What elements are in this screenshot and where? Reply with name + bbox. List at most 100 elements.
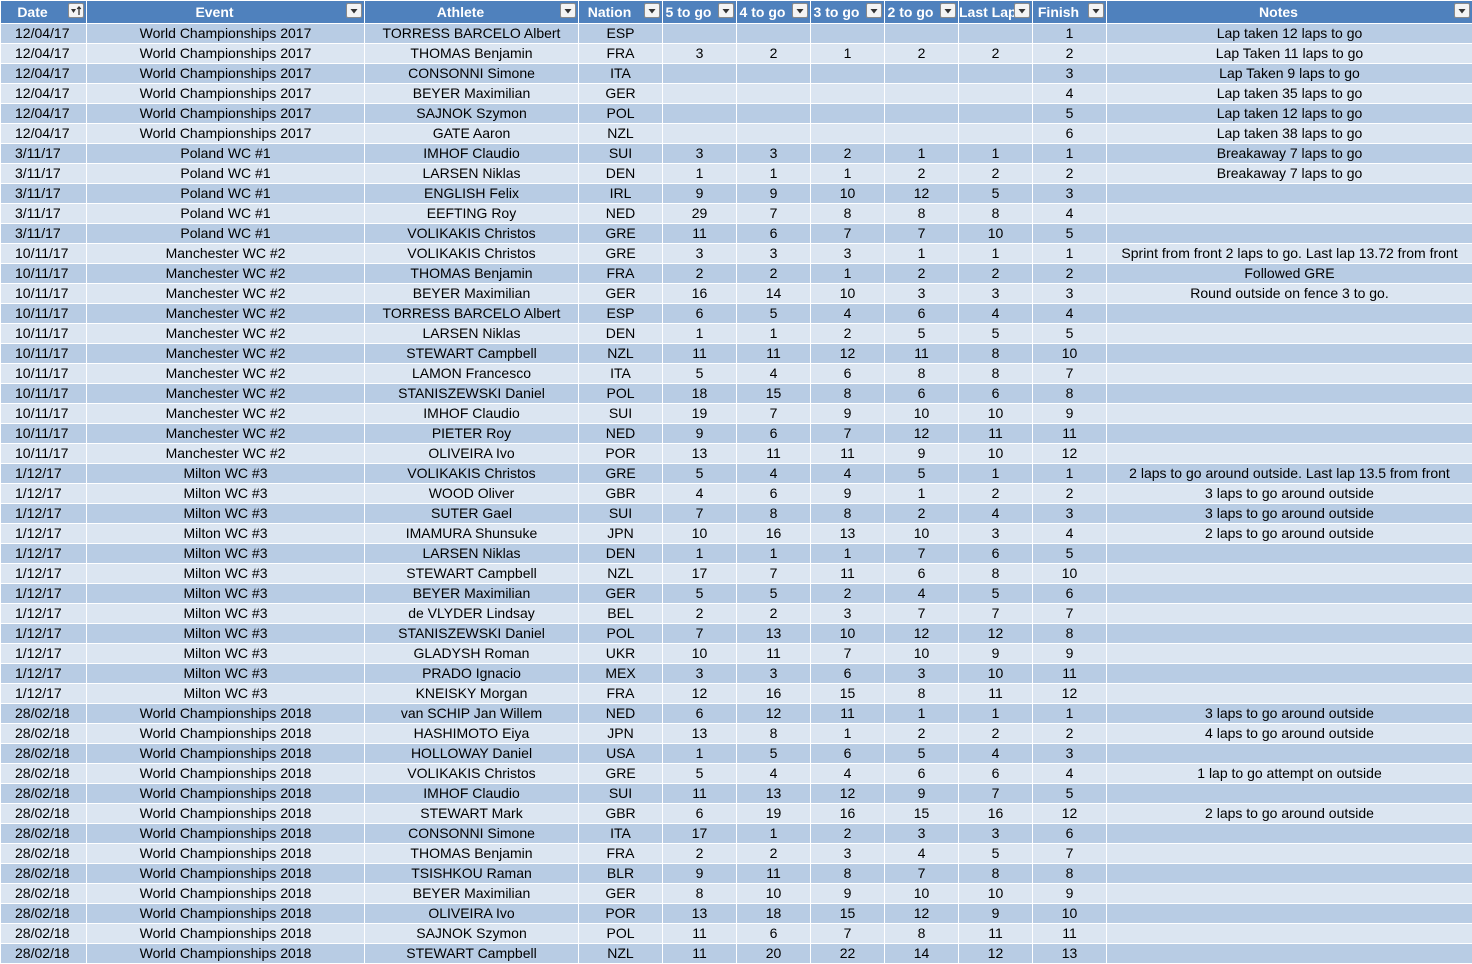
cell-nation[interactable]: GER (578, 883, 663, 904)
cell-finish[interactable]: 4 (1032, 83, 1107, 104)
cell-last-lap[interactable]: 10 (958, 663, 1033, 684)
cell-notes[interactable] (1106, 823, 1472, 844)
cell-athlete[interactable]: TORRESS BARCELO Albert (364, 23, 579, 44)
cell-2-to-go[interactable]: 15 (884, 803, 959, 824)
cell-2-to-go[interactable]: 11 (884, 343, 959, 364)
cell-date[interactable]: 1/12/17 (0, 523, 87, 544)
cell-5-to-go[interactable]: 1 (662, 743, 737, 764)
cell-4-to-go[interactable]: 4 (736, 463, 811, 484)
cell-finish[interactable]: 11 (1032, 923, 1107, 944)
cell-notes[interactable] (1106, 183, 1472, 204)
cell-athlete[interactable]: PIETER Roy (364, 423, 579, 444)
cell-5-to-go[interactable] (662, 23, 737, 44)
cell-finish[interactable]: 1 (1032, 23, 1107, 44)
cell-5-to-go[interactable]: 9 (662, 183, 737, 204)
cell-last-lap[interactable]: 5 (958, 583, 1033, 604)
cell-event[interactable]: World Championships 2018 (86, 783, 365, 804)
cell-notes[interactable] (1106, 903, 1472, 924)
cell-date[interactable]: 12/04/17 (0, 123, 87, 144)
cell-event[interactable]: Manchester WC #2 (86, 323, 365, 344)
cell-event[interactable]: World Championships 2018 (86, 843, 365, 864)
cell-2-to-go[interactable] (884, 83, 959, 104)
cell-nation[interactable]: ITA (578, 823, 663, 844)
cell-athlete[interactable]: BEYER Maximilian (364, 283, 579, 304)
cell-notes[interactable]: Followed GRE (1106, 263, 1472, 284)
cell-5-to-go[interactable]: 17 (662, 563, 737, 584)
cell-date[interactable]: 10/11/17 (0, 323, 87, 344)
cell-2-to-go[interactable]: 3 (884, 283, 959, 304)
column-header-date[interactable]: Date (0, 0, 87, 24)
cell-2-to-go[interactable]: 6 (884, 763, 959, 784)
cell-finish[interactable]: 5 (1032, 543, 1107, 564)
cell-4-to-go[interactable]: 6 (736, 483, 811, 504)
cell-3-to-go[interactable]: 1 (810, 263, 885, 284)
cell-notes[interactable]: 3 laps to go around outside (1106, 703, 1472, 724)
cell-finish[interactable]: 5 (1032, 783, 1107, 804)
cell-event[interactable]: World Championships 2017 (86, 103, 365, 124)
cell-last-lap[interactable]: 11 (958, 923, 1033, 944)
cell-date[interactable]: 12/04/17 (0, 83, 87, 104)
cell-4-to-go[interactable]: 11 (736, 443, 811, 464)
cell-5-to-go[interactable]: 13 (662, 723, 737, 744)
cell-nation[interactable]: GER (578, 283, 663, 304)
cell-nation[interactable]: ITA (578, 363, 663, 384)
cell-date[interactable]: 28/02/18 (0, 883, 87, 904)
cell-2-to-go[interactable]: 5 (884, 323, 959, 344)
cell-date[interactable]: 28/02/18 (0, 863, 87, 884)
cell-notes[interactable]: 3 laps to go around outside (1106, 483, 1472, 504)
cell-date[interactable]: 28/02/18 (0, 703, 87, 724)
cell-finish[interactable]: 3 (1032, 283, 1107, 304)
cell-2-to-go[interactable]: 2 (884, 503, 959, 524)
cell-3-to-go[interactable]: 4 (810, 763, 885, 784)
cell-4-to-go[interactable]: 6 (736, 423, 811, 444)
cell-2-to-go[interactable]: 7 (884, 223, 959, 244)
cell-notes[interactable]: Lap Taken 9 laps to go (1106, 63, 1472, 84)
cell-nation[interactable]: NED (578, 203, 663, 224)
cell-5-to-go[interactable]: 1 (662, 543, 737, 564)
cell-event[interactable]: Milton WC #3 (86, 663, 365, 684)
cell-athlete[interactable]: VOLIKAKIS Christos (364, 243, 579, 264)
cell-last-lap[interactable]: 8 (958, 563, 1033, 584)
cell-4-to-go[interactable]: 2 (736, 843, 811, 864)
cell-finish[interactable]: 4 (1032, 763, 1107, 784)
cell-date[interactable]: 1/12/17 (0, 683, 87, 704)
cell-4-to-go[interactable]: 3 (736, 663, 811, 684)
cell-athlete[interactable]: STANISZEWSKI Daniel (364, 623, 579, 644)
cell-4-to-go[interactable]: 8 (736, 723, 811, 744)
cell-2-to-go[interactable] (884, 23, 959, 44)
cell-finish[interactable]: 5 (1032, 223, 1107, 244)
cell-5-to-go[interactable]: 3 (662, 243, 737, 264)
cell-3-to-go[interactable]: 15 (810, 683, 885, 704)
cell-finish[interactable]: 3 (1032, 743, 1107, 764)
cell-athlete[interactable]: LAMON Francesco (364, 363, 579, 384)
cell-3-to-go[interactable]: 6 (810, 663, 885, 684)
cell-last-lap[interactable]: 2 (958, 263, 1033, 284)
cell-notes[interactable] (1106, 363, 1472, 384)
cell-last-lap[interactable]: 9 (958, 643, 1033, 664)
filter-dropdown-button[interactable] (1454, 3, 1470, 18)
cell-4-to-go[interactable]: 11 (736, 643, 811, 664)
cell-athlete[interactable]: de VLYDER Lindsay (364, 603, 579, 624)
cell-last-lap[interactable]: 9 (958, 903, 1033, 924)
cell-finish[interactable]: 11 (1032, 423, 1107, 444)
cell-notes[interactable] (1106, 603, 1472, 624)
cell-5-to-go[interactable]: 11 (662, 223, 737, 244)
cell-notes[interactable]: 2 laps to go around outside (1106, 523, 1472, 544)
cell-5-to-go[interactable]: 1 (662, 323, 737, 344)
cell-2-to-go[interactable]: 1 (884, 143, 959, 164)
cell-4-to-go[interactable]: 2 (736, 263, 811, 284)
cell-3-to-go[interactable]: 3 (810, 603, 885, 624)
cell-athlete[interactable]: VOLIKAKIS Christos (364, 223, 579, 244)
cell-finish[interactable]: 5 (1032, 323, 1107, 344)
cell-4-to-go[interactable]: 1 (736, 163, 811, 184)
cell-2-to-go[interactable]: 5 (884, 743, 959, 764)
cell-finish[interactable]: 3 (1032, 183, 1107, 204)
cell-last-lap[interactable]: 7 (958, 603, 1033, 624)
cell-notes[interactable]: Lap Taken 11 laps to go (1106, 43, 1472, 64)
cell-3-to-go[interactable]: 12 (810, 343, 885, 364)
cell-finish[interactable]: 4 (1032, 203, 1107, 224)
cell-event[interactable]: World Championships 2018 (86, 943, 365, 964)
cell-athlete[interactable]: CONSONNI Simone (364, 63, 579, 84)
cell-last-lap[interactable] (958, 23, 1033, 44)
cell-nation[interactable]: POR (578, 443, 663, 464)
